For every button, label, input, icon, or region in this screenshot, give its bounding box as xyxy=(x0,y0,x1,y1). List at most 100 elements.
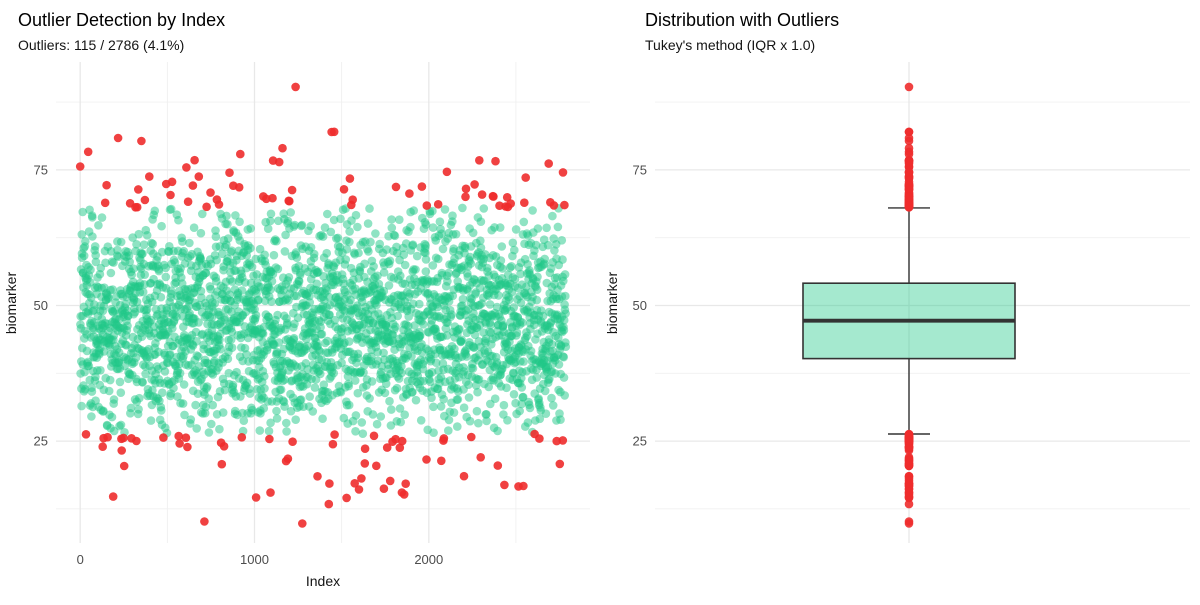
data-point xyxy=(409,206,419,215)
data-point xyxy=(560,391,569,400)
data-point xyxy=(178,399,188,408)
data-point xyxy=(406,222,415,232)
data-point xyxy=(116,237,126,247)
data-point xyxy=(472,406,482,416)
data-point xyxy=(385,256,395,266)
data-point xyxy=(178,237,187,246)
outlier-point xyxy=(202,202,211,212)
data-point xyxy=(376,412,386,421)
data-point xyxy=(360,259,369,269)
outlier-point xyxy=(521,173,530,182)
outlier-point xyxy=(360,459,370,468)
data-point xyxy=(464,380,473,390)
outlier-point xyxy=(904,443,914,453)
data-point xyxy=(223,219,232,229)
data-point xyxy=(384,281,394,290)
data-point xyxy=(379,268,389,277)
outlier-point xyxy=(166,190,175,200)
outlier-point xyxy=(904,436,914,445)
data-point xyxy=(267,297,276,306)
data-point xyxy=(218,408,228,417)
outlier-point xyxy=(182,163,191,172)
data-point xyxy=(138,249,147,258)
outlier-point xyxy=(904,488,914,497)
outlier-point xyxy=(506,199,515,208)
data-point xyxy=(146,416,156,425)
outlier-point xyxy=(904,143,914,153)
data-point xyxy=(418,320,428,329)
data-point xyxy=(305,298,315,307)
data-point xyxy=(533,272,542,282)
data-point xyxy=(259,404,269,413)
data-point xyxy=(283,216,293,226)
data-point xyxy=(172,312,181,322)
data-point xyxy=(437,229,446,238)
data-point xyxy=(206,284,215,294)
outlier-point xyxy=(132,436,141,446)
data-point xyxy=(490,394,500,404)
data-point xyxy=(220,385,230,395)
data-point xyxy=(351,411,361,420)
data-point xyxy=(189,223,199,232)
data-point xyxy=(561,342,571,352)
data-point xyxy=(558,255,567,264)
data-point xyxy=(502,383,511,393)
outlier-point xyxy=(102,180,111,190)
outlier-point xyxy=(385,476,395,486)
data-point xyxy=(496,256,506,265)
outlier-point xyxy=(234,183,244,192)
left-chart-subtitle: Outliers: 115 / 2786 (4.1%) xyxy=(18,37,184,53)
data-point xyxy=(358,429,368,439)
data-point xyxy=(140,270,149,280)
boxplot-layer xyxy=(802,207,1016,435)
data-point xyxy=(351,210,361,220)
data-point xyxy=(336,214,345,224)
data-point xyxy=(484,382,494,392)
data-point xyxy=(508,238,518,248)
data-point xyxy=(421,267,431,276)
data-point xyxy=(108,285,117,294)
data-point xyxy=(329,368,339,378)
outlier-point xyxy=(904,159,914,168)
data-point xyxy=(408,387,417,397)
data-point xyxy=(444,268,453,278)
data-point xyxy=(532,295,542,305)
data-point xyxy=(510,274,520,284)
data-point xyxy=(228,277,237,286)
outlier-point xyxy=(274,157,284,167)
data-point xyxy=(330,315,340,325)
data-point xyxy=(204,394,213,404)
data-point xyxy=(169,383,178,393)
data-point xyxy=(455,324,464,334)
data-point xyxy=(415,299,424,309)
data-point xyxy=(476,243,486,253)
data-point xyxy=(380,388,390,398)
data-point xyxy=(245,389,255,398)
outlier-point xyxy=(329,127,339,137)
data-point xyxy=(387,223,397,233)
data-point xyxy=(322,248,332,258)
data-point xyxy=(280,375,290,384)
data-point xyxy=(223,354,233,364)
outlier-point xyxy=(354,485,364,494)
data-point xyxy=(561,309,570,318)
data-point xyxy=(175,368,185,378)
outlier-point xyxy=(325,479,334,488)
data-point xyxy=(547,393,556,403)
data-point xyxy=(319,380,329,390)
outlier-point xyxy=(904,453,914,462)
data-point xyxy=(267,277,277,286)
data-point xyxy=(561,291,570,301)
data-point xyxy=(411,265,420,274)
data-point xyxy=(345,237,354,247)
data-point xyxy=(543,240,553,250)
data-point xyxy=(433,302,442,312)
data-point xyxy=(228,380,238,390)
data-point xyxy=(497,242,507,251)
data-point xyxy=(426,377,435,387)
data-point xyxy=(223,234,233,243)
outlier-point xyxy=(288,437,297,447)
data-point xyxy=(503,416,512,425)
outlier-point xyxy=(119,433,128,443)
